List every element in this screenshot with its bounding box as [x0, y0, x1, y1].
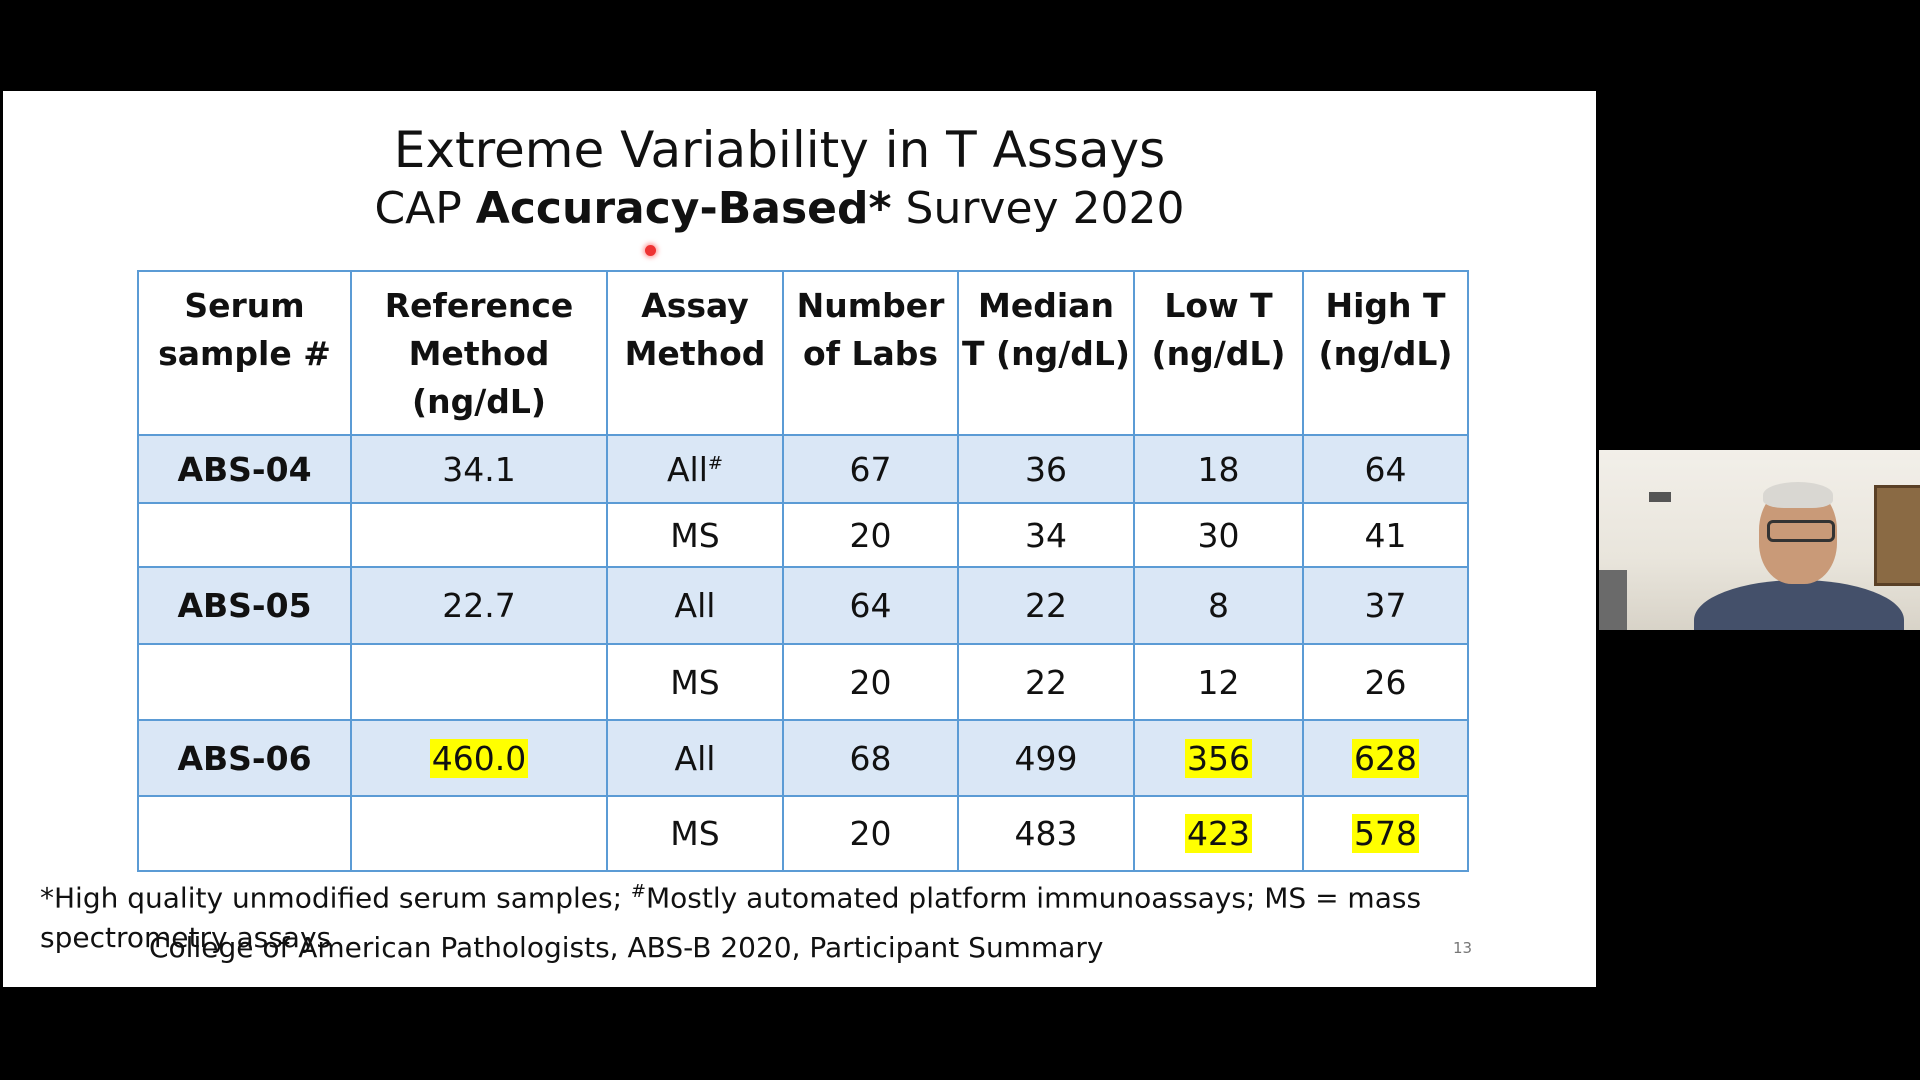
presenter-body-shape: [1694, 580, 1904, 630]
table-row: MS 20 483 423 578: [137, 795, 1469, 872]
header-serum-sample: Serum sample #: [137, 270, 352, 436]
table-header-row: Serum sample # Reference Method (ng/dL) Ass…: [137, 270, 1469, 436]
cell-high: 628: [1302, 719, 1469, 797]
cell-sample: ABS-06: [137, 719, 352, 797]
subtitle-prefix: CAP: [374, 183, 476, 234]
cell-high: 41: [1302, 502, 1469, 568]
cell-assay: All: [606, 719, 784, 797]
presenter-hair-shape: [1763, 482, 1833, 508]
cell-reference: 460.0: [350, 719, 608, 797]
cell-labs: 20: [782, 502, 959, 568]
cell-sample: [137, 643, 352, 721]
header-reference-method: Reference Method (ng/dL): [350, 270, 608, 436]
presenter-video-icon[interactable]: [1599, 450, 1920, 630]
header-number-of-labs: Number of Labs: [782, 270, 959, 436]
cell-labs: 67: [782, 434, 959, 504]
cell-median: 22: [957, 643, 1135, 721]
cell-assay: MS: [606, 502, 784, 568]
source-citation: College of American Pathologists, ABS-B …: [149, 931, 1104, 964]
cell-assay: All: [606, 566, 784, 645]
table-row: ABS-04 34.1 All# 67 36 18 64: [137, 434, 1469, 504]
header-median-t: Median T (ng/dL): [957, 270, 1135, 436]
cell-assay: All#: [606, 434, 784, 504]
cell-sample: [137, 795, 352, 872]
cell-median: 483: [957, 795, 1135, 872]
cell-assay: MS: [606, 643, 784, 721]
header-assay-method: Assay Method: [606, 270, 784, 436]
laser-pointer-icon: [645, 245, 656, 256]
shelf-shape: [1599, 570, 1627, 630]
cell-labs: 64: [782, 566, 959, 645]
cell-median: 499: [957, 719, 1135, 797]
highlighted-value: 578: [1352, 814, 1419, 853]
highlighted-value: 423: [1185, 814, 1252, 853]
corkboard-shape: [1874, 485, 1920, 586]
cell-high: 64: [1302, 434, 1469, 504]
cell-sample: [137, 502, 352, 568]
cell-reference: [350, 643, 608, 721]
cell-labs: 20: [782, 643, 959, 721]
table-row: MS 20 34 30 41: [137, 502, 1469, 568]
highlighted-value: 460.0: [429, 738, 529, 778]
slide-subtitle: CAP Accuracy-Based* Survey 2020: [3, 183, 1556, 235]
cell-labs: 68: [782, 719, 959, 797]
cell-high: 26: [1302, 643, 1469, 721]
presenter-glasses-shape: [1767, 520, 1835, 542]
cell-sample: ABS-05: [137, 566, 352, 645]
assay-table: Serum sample # Reference Method (ng/dL) Ass…: [137, 270, 1469, 872]
table-row: ABS-05 22.7 All 64 22 8 37: [137, 566, 1469, 645]
cell-sample: ABS-04: [137, 434, 352, 504]
cell-assay: MS: [606, 795, 784, 872]
cell-reference: [350, 795, 608, 872]
cell-low: 30: [1133, 502, 1304, 568]
subtitle-suffix: Survey 2020: [891, 183, 1185, 234]
cell-low: 12: [1133, 643, 1304, 721]
cell-high: 37: [1302, 566, 1469, 645]
cell-low: 8: [1133, 566, 1304, 645]
table-row: MS 20 22 12 26: [137, 643, 1469, 721]
slide-title: Extreme Variability in T Assays: [393, 121, 1166, 179]
cell-median: 36: [957, 434, 1135, 504]
table-row: ABS-06 460.0 All 68 499 356 628: [137, 719, 1469, 797]
highlighted-value: 356: [1185, 738, 1252, 778]
cell-reference: 22.7: [350, 566, 608, 645]
footnote: *High quality unmodified serum samples; …: [40, 881, 1422, 955]
cell-low: 18: [1133, 434, 1304, 504]
header-high-t: High T (ng/dL): [1302, 270, 1469, 436]
cell-reference: 34.1: [350, 434, 608, 504]
cell-median: 34: [957, 502, 1135, 568]
highlighted-value: 628: [1352, 738, 1419, 778]
wall-lamp-shape: [1649, 492, 1671, 502]
page-number: 13: [1453, 939, 1473, 957]
header-low-t: Low T (ng/dL): [1133, 270, 1304, 436]
cell-high: 578: [1302, 795, 1469, 872]
cell-median: 22: [957, 566, 1135, 645]
cell-low: 423: [1133, 795, 1304, 872]
subtitle-bold: Accuracy-Based*: [475, 183, 892, 234]
cell-reference: [350, 502, 608, 568]
cell-labs: 20: [782, 795, 959, 872]
presentation-slide: Extreme Variability in T Assays CAP Accu…: [3, 91, 1596, 987]
cell-low: 356: [1133, 719, 1304, 797]
